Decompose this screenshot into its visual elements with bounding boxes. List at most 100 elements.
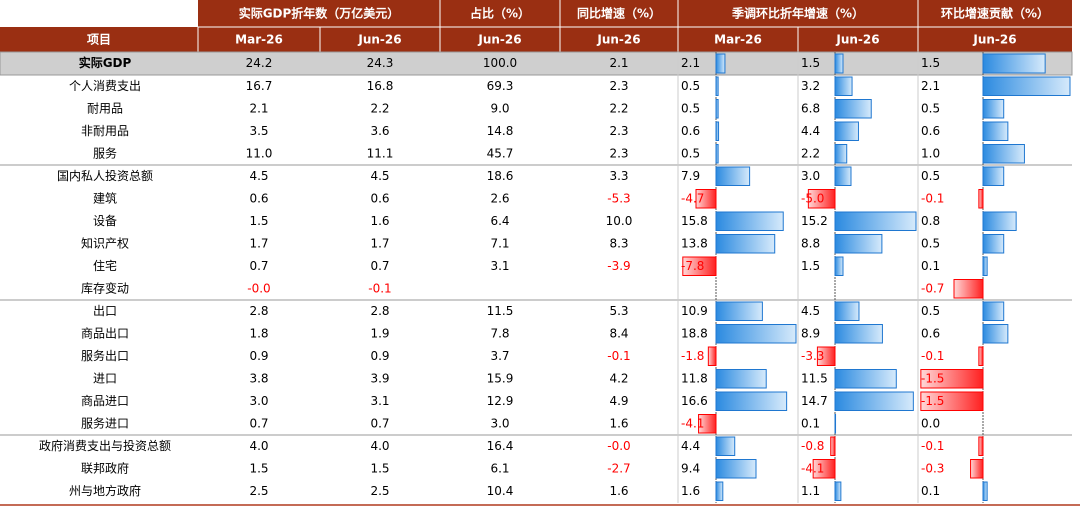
column-header: Jun-26 <box>477 33 521 47</box>
row-label: 耐用品 <box>87 101 123 115</box>
data-bar <box>715 76 719 96</box>
cell: 3.7 <box>490 349 509 363</box>
column-header: Jun-26 <box>596 33 640 47</box>
data-bar <box>978 436 984 456</box>
group-header: 占比（%） <box>470 6 530 21</box>
data-bar <box>834 481 842 501</box>
data-bar <box>978 346 984 366</box>
cell: 0.6 <box>249 191 268 205</box>
data-bar <box>715 301 763 321</box>
data-bar <box>834 391 914 411</box>
cell: 9.0 <box>490 101 509 115</box>
cell: 8.9 <box>801 326 820 340</box>
data-bar <box>715 234 776 254</box>
data-bar <box>978 189 984 209</box>
cell: 69.3 <box>487 79 514 93</box>
header-band <box>198 0 1072 27</box>
cell: 8.3 <box>609 236 628 250</box>
group-header: 同比增速（%） <box>577 6 661 21</box>
data-bar <box>982 481 988 501</box>
data-bar <box>953 279 984 299</box>
cell: 6.1 <box>490 461 509 475</box>
cell: 1.5 <box>801 259 820 273</box>
cell: -2.7 <box>607 461 630 475</box>
data-bar <box>834 301 860 321</box>
column-header: Jun-26 <box>972 33 1016 47</box>
cell: -7.8 <box>681 259 704 273</box>
cell: 15.2 <box>801 214 828 228</box>
cell: 1.7 <box>370 236 389 250</box>
data-bar <box>834 324 883 344</box>
data-bar <box>982 144 1025 164</box>
row-label: 住宅 <box>93 258 117 273</box>
cell: 4.2 <box>609 371 628 385</box>
cell: 4.5 <box>370 169 389 183</box>
cell: 7.8 <box>490 326 509 340</box>
data-bar <box>982 121 1009 141</box>
cell: 2.1 <box>249 101 268 115</box>
data-bar <box>834 414 837 434</box>
cell: 12.9 <box>487 394 514 408</box>
cell: 2.6 <box>490 191 509 205</box>
data-bar <box>834 121 859 141</box>
cell: -0.3 <box>921 461 944 475</box>
row-label: 库存变动 <box>81 280 129 295</box>
cell: 10.9 <box>681 304 708 318</box>
group-header: 环比增速贡献（%） <box>941 6 1049 21</box>
cell: 3.2 <box>801 79 820 93</box>
cell: 3.1 <box>490 259 509 273</box>
header-band <box>0 27 1072 52</box>
group-header: 实际GDP折年数（万亿美元） <box>239 6 400 21</box>
row-label: 服务进口 <box>81 415 129 430</box>
cell: 2.8 <box>249 304 268 318</box>
cell: 0.6 <box>921 124 940 138</box>
cell: 0.5 <box>921 169 940 183</box>
cell: 1.5 <box>921 56 940 70</box>
data-bar <box>970 459 984 479</box>
data-bar <box>812 459 836 479</box>
data-bar <box>982 256 988 276</box>
data-bar <box>982 211 1017 231</box>
cell: 4.0 <box>249 439 268 453</box>
data-bar <box>834 76 853 96</box>
cell: 3.0 <box>249 394 268 408</box>
cell: 1.5 <box>370 461 389 475</box>
cell: 16.4 <box>487 439 514 453</box>
cell: 1.5 <box>801 56 820 70</box>
cell: -0.1 <box>921 191 944 205</box>
row-label: 服务出口 <box>81 348 129 363</box>
cell: 11.1 <box>367 146 394 160</box>
cell: 1.6 <box>370 214 389 228</box>
cell: 3.3 <box>609 169 628 183</box>
cell: 2.8 <box>370 304 389 318</box>
cell: 1.9 <box>370 326 389 340</box>
cell: 11.5 <box>801 371 828 385</box>
cell: 0.1 <box>921 484 940 498</box>
cell: -5.0 <box>801 191 824 205</box>
cell: 10.4 <box>487 484 514 498</box>
cell: 24.2 <box>246 56 273 70</box>
cell: 4.9 <box>609 394 628 408</box>
row-label: 州与地方政府 <box>69 483 141 498</box>
cell: 0.5 <box>681 101 700 115</box>
cell: 4.4 <box>681 439 700 453</box>
data-bar <box>982 53 1046 74</box>
data-bar <box>715 99 719 119</box>
cell: 6.8 <box>801 101 820 115</box>
cell: -1.8 <box>681 349 704 363</box>
data-bar <box>834 256 844 276</box>
cell: 0.6 <box>681 124 700 138</box>
row-label: 实际GDP <box>79 55 132 70</box>
data-bar <box>715 166 751 186</box>
cell: -0.1 <box>921 349 944 363</box>
cell: 14.7 <box>801 394 828 408</box>
data-bar <box>982 166 1005 186</box>
cell: -0.1 <box>607 349 630 363</box>
cell: 2.2 <box>609 101 628 115</box>
row-label: 联邦政府 <box>81 460 129 475</box>
cell: 2.3 <box>609 146 628 160</box>
cell: 2.1 <box>681 56 700 70</box>
cell: 4.4 <box>801 124 820 138</box>
cell: 13.8 <box>681 236 708 250</box>
cell: 8.4 <box>609 326 628 340</box>
